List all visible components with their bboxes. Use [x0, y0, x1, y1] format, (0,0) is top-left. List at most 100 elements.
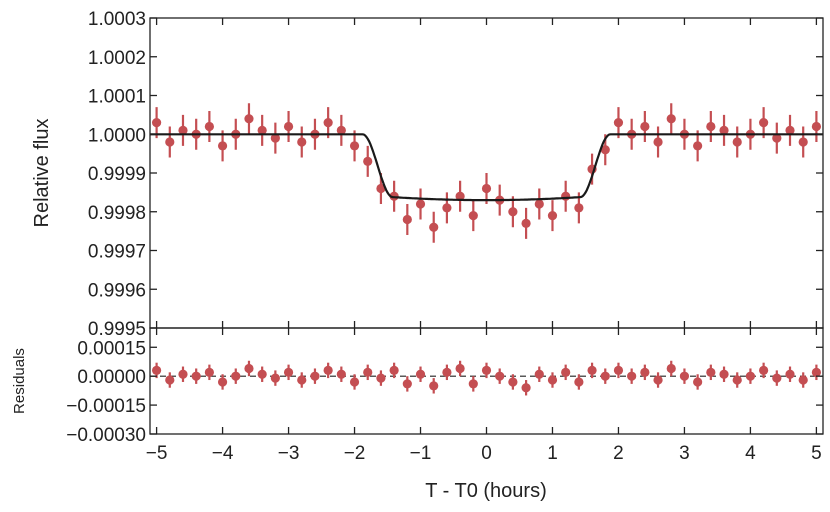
residual-point [151, 365, 162, 375]
residual-point [508, 377, 518, 387]
flux-point [613, 118, 624, 128]
residual-point [231, 371, 241, 381]
x-tick-label: 3 [679, 443, 690, 464]
flux-point [772, 133, 782, 143]
residual-point [389, 365, 399, 375]
flux-point [323, 118, 333, 128]
flux-point [785, 125, 795, 135]
residual-point [481, 365, 492, 375]
residuals-ytick-label: 0.00015 [77, 338, 146, 359]
residual-point [600, 371, 610, 381]
residuals-y-axis-label: Residuals [11, 348, 28, 414]
x-axis-label: T - T0 (hours) [425, 480, 547, 502]
main-y-axis-label: Relative flux [31, 119, 53, 228]
residual-point [468, 379, 478, 389]
residuals-ytick-label: 0.00000 [77, 367, 146, 388]
flux-point [640, 121, 650, 132]
residual-point [587, 365, 597, 375]
main-ytick-label: 0.9995 [88, 319, 146, 340]
x-tick-label: −2 [344, 443, 366, 464]
residual-point [653, 375, 663, 385]
residual-point [759, 365, 769, 375]
x-tick-label: −3 [278, 443, 300, 464]
residual-point [627, 371, 637, 381]
residual-point [772, 373, 782, 383]
residual-point [257, 369, 267, 379]
flux-point [297, 137, 307, 147]
residual-point [323, 365, 333, 375]
residual-point [217, 377, 228, 387]
residual-point [310, 371, 320, 381]
residual-point [402, 379, 412, 389]
flux-point [349, 141, 360, 151]
x-tick-label: 0 [481, 443, 492, 464]
flux-point [521, 218, 531, 228]
residual-point [706, 367, 716, 377]
residual-point [178, 369, 188, 379]
residual-point [811, 367, 822, 377]
residual-point [204, 367, 214, 377]
residual-point [745, 371, 756, 381]
residual-point [561, 367, 571, 377]
flux-point [165, 137, 175, 147]
residual-point [719, 369, 729, 379]
flux-point [429, 222, 439, 232]
flux-point [508, 207, 518, 217]
residual-point [732, 375, 742, 385]
residual-point [270, 373, 280, 383]
main-ytick-label: 1.0002 [88, 48, 146, 69]
residual-point [495, 371, 505, 381]
residual-point [336, 369, 346, 379]
residual-point [455, 363, 465, 374]
flux-point [481, 183, 492, 194]
flux-point [376, 183, 386, 194]
x-tick-label: 4 [745, 443, 756, 464]
residual-point [349, 377, 360, 387]
flux-point [204, 121, 214, 132]
flux-point [151, 118, 162, 128]
residual-data-points [151, 360, 822, 396]
residual-point [191, 371, 201, 381]
residual-point [442, 367, 452, 377]
x-tick-label: −4 [212, 443, 234, 464]
flux-point [759, 118, 769, 128]
residual-point [534, 369, 544, 379]
residuals-plot-frame [149, 327, 824, 435]
residual-point [785, 369, 795, 379]
x-tick-label: 5 [811, 443, 822, 464]
flux-point [178, 125, 188, 135]
residual-point [244, 363, 254, 374]
residual-point [798, 375, 808, 385]
flux-point [798, 137, 808, 147]
transit-model-curve [150, 133, 823, 202]
main-ytick-label: 0.9997 [88, 242, 146, 263]
main-ytick-label: 1.0000 [88, 125, 146, 146]
residual-point [613, 365, 624, 375]
flux-point [693, 141, 703, 151]
x-tick-label: 1 [547, 443, 558, 464]
main-ytick-label: 0.9998 [88, 203, 146, 224]
flux-point [719, 125, 729, 135]
main-data-points [151, 103, 822, 243]
flux-point [455, 191, 465, 201]
flux-point [561, 191, 571, 201]
flux-point [363, 156, 373, 166]
x-tick-label: −1 [410, 443, 432, 464]
flux-point [442, 203, 452, 213]
flux-point [600, 145, 610, 155]
residuals-ytick-label: −0.00030 [66, 425, 146, 446]
residuals-x-ticks: −5 −4 −3 −2 −1 0 1 2 3 4 5 [146, 328, 822, 464]
residuals-y-ticks: −0.00030 −0.00015 0.00000 0.00015 [66, 338, 823, 446]
flux-point [336, 125, 346, 135]
residual-point [547, 375, 558, 385]
flux-point [415, 199, 426, 209]
main-y-ticks: 0.9995 0.9996 0.9997 0.9998 0.9999 1.0000 1.00… [88, 9, 823, 340]
flux-point [547, 211, 558, 221]
residual-point [679, 371, 690, 381]
residual-point [574, 377, 584, 387]
residual-point [363, 367, 373, 377]
flux-point [257, 125, 267, 135]
flux-point [468, 211, 478, 221]
residual-point [415, 369, 426, 379]
